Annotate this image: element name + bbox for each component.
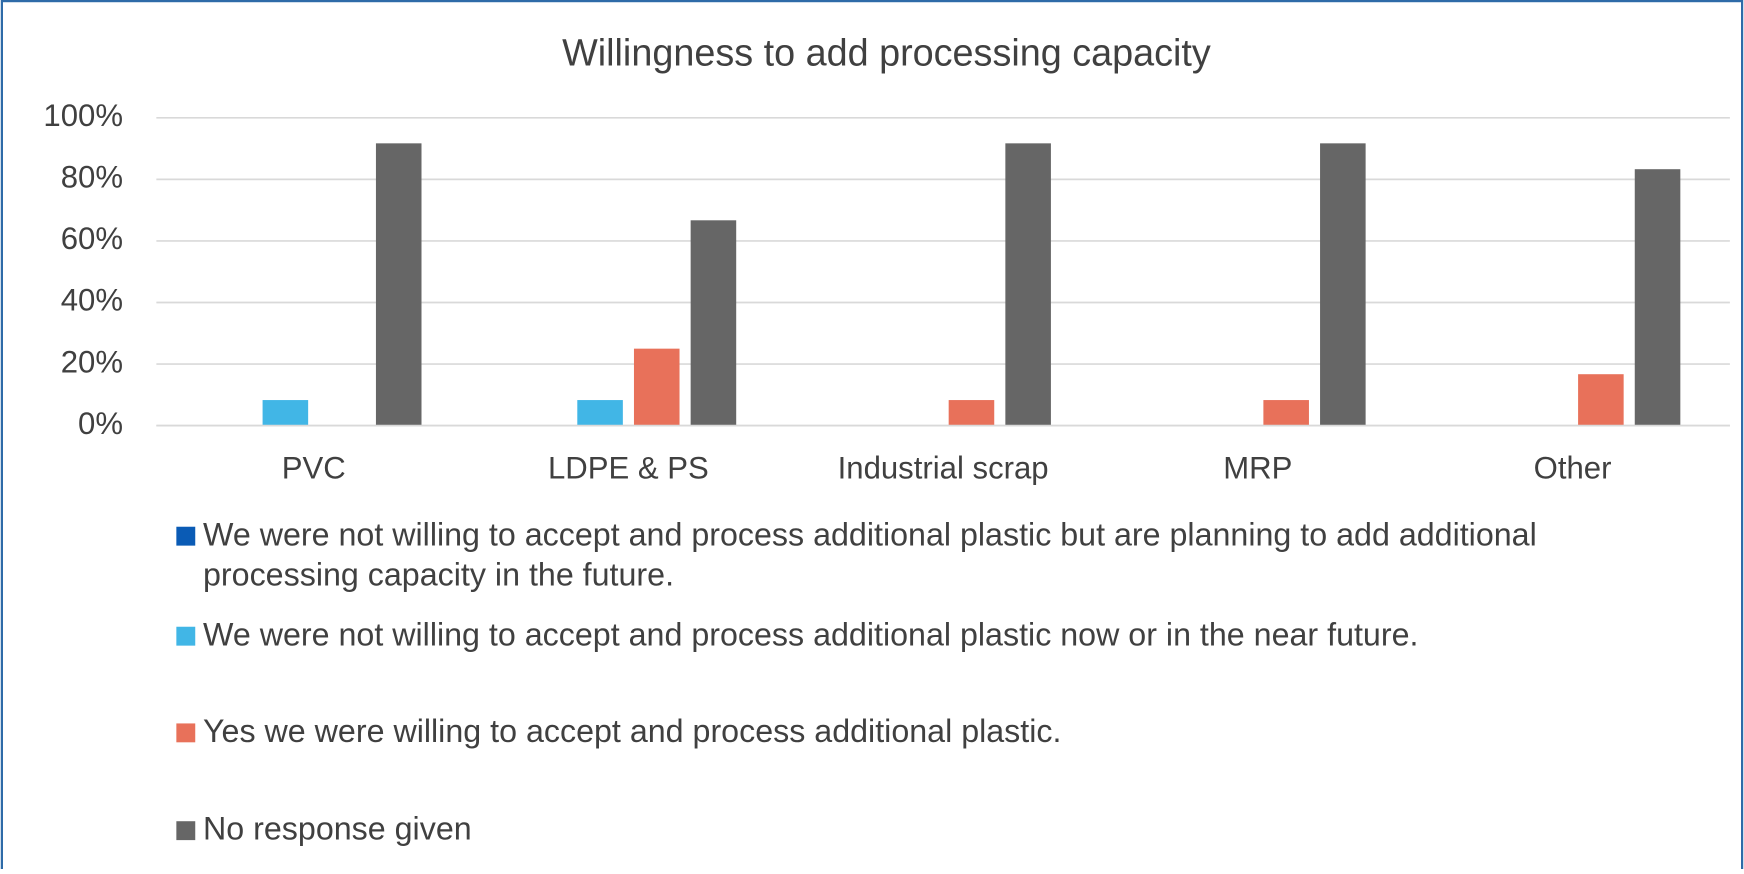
bar xyxy=(1263,400,1309,426)
legend-swatch xyxy=(176,526,196,546)
legend-label: No response given xyxy=(203,811,472,847)
x-tick-label: Industrial scrap xyxy=(838,450,1049,485)
y-tick-label: 100% xyxy=(43,98,123,133)
bar xyxy=(1634,169,1681,426)
y-tick-label: 0% xyxy=(78,406,123,441)
legend-swatch xyxy=(176,821,196,841)
bar xyxy=(1578,374,1624,426)
bar xyxy=(577,400,623,426)
legend-line: We were not willing to accept and proces… xyxy=(203,516,1537,552)
legend-line: processing capacity in the future. xyxy=(203,556,674,592)
y-tick-label: 60% xyxy=(61,221,123,256)
x-tick-label: MRP xyxy=(1223,450,1292,485)
bar xyxy=(375,143,422,426)
bar xyxy=(948,400,995,426)
legend-swatch xyxy=(176,723,196,743)
chart-title: Willingness to add processing capacity xyxy=(562,33,1211,75)
legend-label: We were not willing to accept and proces… xyxy=(203,516,1537,592)
y-tick-label: 40% xyxy=(61,283,123,318)
y-tick-label: 20% xyxy=(61,344,123,379)
y-tick-label: 80% xyxy=(61,160,123,195)
x-tick-label: PVC xyxy=(282,450,346,485)
bar xyxy=(1005,143,1051,426)
legend-label: Yes we were willing to accept and proces… xyxy=(203,713,1061,749)
bar xyxy=(690,220,737,426)
x-tick-label: LDPE & PS xyxy=(548,450,709,485)
bar xyxy=(633,348,680,426)
x-tick-label: Other xyxy=(1534,450,1612,485)
legend-label: We were not willing to accept and proces… xyxy=(203,616,1418,652)
legend-swatch xyxy=(176,626,196,646)
bar xyxy=(262,400,309,426)
bar xyxy=(1320,143,1366,426)
